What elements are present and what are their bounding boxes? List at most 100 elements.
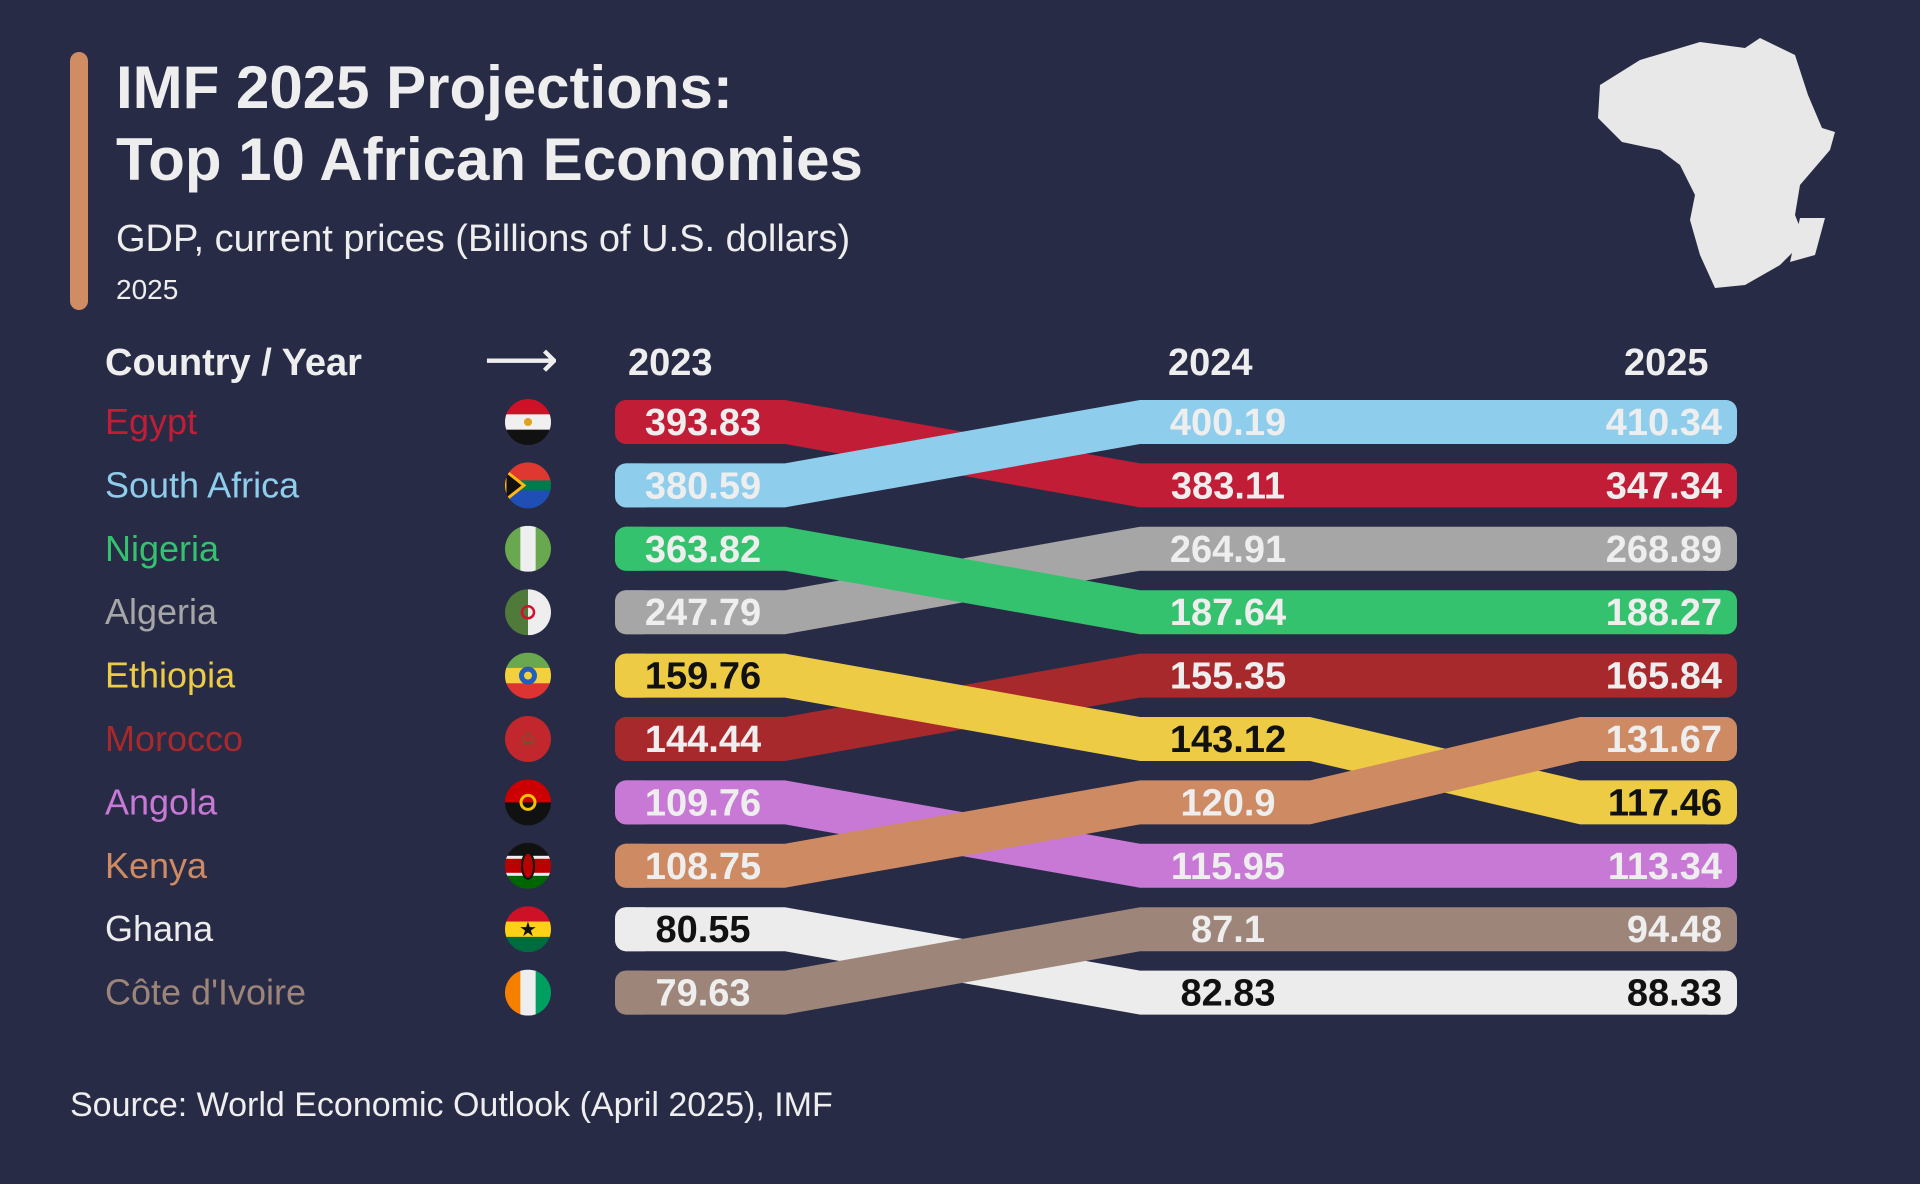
source-note: Source: World Economic Outlook (April 20…: [70, 1086, 833, 1124]
ribbon-angola: [615, 780, 1737, 888]
value-label-2023: 363.82: [645, 529, 761, 571]
year-label: 2025: [116, 274, 179, 305]
cote-divoire-flag-icon: [505, 969, 551, 1016]
egypt-flag-icon: [505, 399, 551, 445]
country-label: Kenya: [105, 845, 208, 886]
page-title: IMF 2025 Projections: Top 10 African Eco…: [116, 52, 863, 196]
ribbon-nigeria: [615, 526, 1737, 635]
country-label: South Africa: [105, 464, 300, 505]
value-label-2025: 88.33: [1627, 973, 1722, 1015]
value-label-2025: 113.34: [1608, 846, 1722, 888]
title-line-2: Top 10 African Economies: [116, 126, 863, 193]
value-label-2024: 143.12: [1170, 719, 1286, 761]
ribbon-c-te-d-ivoire: [615, 907, 1737, 1015]
year-header-2023: 2023: [628, 342, 713, 384]
angola-flag-icon: [505, 779, 551, 826]
value-label-2023: 79.63: [655, 973, 750, 1015]
value-label-2024: 82.83: [1180, 973, 1275, 1015]
value-label-2023: 247.79: [645, 592, 761, 634]
year-header-2025: 2025: [1624, 342, 1709, 384]
value-label-2025: 117.46: [1608, 782, 1722, 824]
ribbon-band: [625, 907, 1727, 1015]
svg-text:★: ★: [519, 919, 537, 941]
ribbon-end-cap: [1697, 843, 1737, 888]
value-label-2024: 383.11: [1171, 465, 1285, 507]
ribbon-algeria: [615, 526, 1737, 635]
ribbon-start-cap: [615, 843, 655, 888]
ribbon-morocco: [615, 653, 1737, 761]
ribbon-start-cap: [615, 717, 655, 761]
value-label-2023: 393.83: [645, 402, 761, 444]
ribbon-end-cap: [1697, 400, 1737, 444]
value-label-2025: 410.34: [1606, 402, 1722, 444]
svg-text:☆: ☆: [519, 729, 537, 751]
value-label-2025: 94.48: [1627, 909, 1722, 951]
country-year-header: Country / Year: [105, 342, 362, 384]
ribbon-start-cap: [615, 653, 655, 698]
value-label-2025: 165.84: [1606, 656, 1722, 698]
ribbon-end-cap: [1697, 717, 1737, 761]
value-label-2025: 131.67: [1606, 719, 1722, 761]
ribbon-start-cap: [615, 400, 655, 444]
value-label-2023: 109.76: [645, 782, 761, 824]
country-label: Morocco: [105, 718, 243, 759]
ribbon-end-cap: [1697, 590, 1737, 635]
ribbon-end-cap: [1697, 526, 1737, 571]
value-label-2023: 80.55: [655, 909, 750, 951]
ribbon-start-cap: [615, 970, 655, 1015]
value-label-2024: 120.9: [1180, 782, 1275, 824]
ribbon-kenya: [615, 717, 1737, 888]
ribbon-band: [625, 780, 1727, 888]
accent-bar: [70, 52, 88, 310]
ribbon-ghana: [615, 907, 1737, 1015]
value-label-2023: 380.59: [645, 465, 761, 507]
ribbon-start-cap: [615, 463, 655, 508]
ribbon-end-cap: [1697, 970, 1737, 1015]
value-label-2024: 87.1: [1191, 909, 1265, 951]
country-label: Côte d'Ivoire: [105, 972, 306, 1013]
nigeria-flag-icon: [505, 525, 551, 572]
value-label-2025: 268.89: [1606, 529, 1722, 571]
ribbon-end-cap: [1697, 463, 1737, 508]
value-label-2024: 115.95: [1171, 846, 1285, 888]
ribbon-band: [625, 526, 1727, 635]
ribbon-start-cap: [615, 590, 655, 635]
title-line-1: IMF 2025 Projections:: [116, 54, 733, 121]
ghana-flag-icon: ★: [505, 906, 551, 953]
country-label: Algeria: [105, 591, 218, 632]
ribbon-start-cap: [615, 780, 655, 825]
year-header-2024: 2024: [1168, 342, 1253, 384]
ribbon-start-cap: [615, 907, 655, 952]
country-label: Angola: [105, 781, 218, 822]
value-label-2024: 155.35: [1170, 656, 1286, 698]
ribbon-end-cap: [1697, 653, 1737, 698]
value-label-2025: 347.34: [1606, 465, 1722, 507]
ribbon-start-cap: [615, 526, 655, 571]
value-label-2024: 187.64: [1170, 592, 1286, 634]
country-label: Egypt: [105, 401, 197, 442]
ribbon-end-cap: [1697, 780, 1737, 825]
kenya-flag-icon: [505, 842, 551, 889]
value-label-2023: 159.76: [645, 656, 761, 698]
ribbon-band: [625, 526, 1727, 635]
ethiopia-flag-icon: [505, 652, 551, 699]
south-africa-flag-icon: [505, 462, 551, 509]
country-label: Nigeria: [105, 528, 220, 569]
algeria-flag-icon: [505, 589, 551, 636]
ribbon-south-africa: [615, 400, 1737, 508]
value-label-2023: 144.44: [645, 719, 761, 761]
africa-map-icon: [1598, 38, 1835, 288]
value-label-2025: 188.27: [1606, 592, 1722, 634]
ribbon-band: [625, 717, 1727, 888]
value-label-2024: 400.19: [1170, 402, 1286, 444]
country-label: Ethiopia: [105, 655, 236, 696]
subtitle: GDP, current prices (Billions of U.S. do…: [116, 218, 851, 260]
morocco-flag-icon: ☆: [505, 716, 551, 762]
country-label: Ghana: [105, 908, 214, 949]
value-label-2023: 108.75: [645, 846, 761, 888]
arrow-right-icon: ⟶: [484, 331, 559, 389]
ribbon-band: [625, 400, 1727, 508]
ribbon-band: [625, 907, 1727, 1015]
ribbon-band: [625, 653, 1727, 761]
